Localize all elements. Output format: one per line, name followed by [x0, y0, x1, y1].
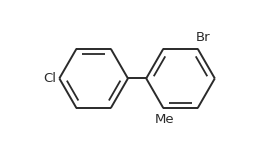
Text: Br: Br: [195, 31, 210, 44]
Text: Cl: Cl: [43, 72, 56, 85]
Text: Me: Me: [155, 113, 174, 126]
